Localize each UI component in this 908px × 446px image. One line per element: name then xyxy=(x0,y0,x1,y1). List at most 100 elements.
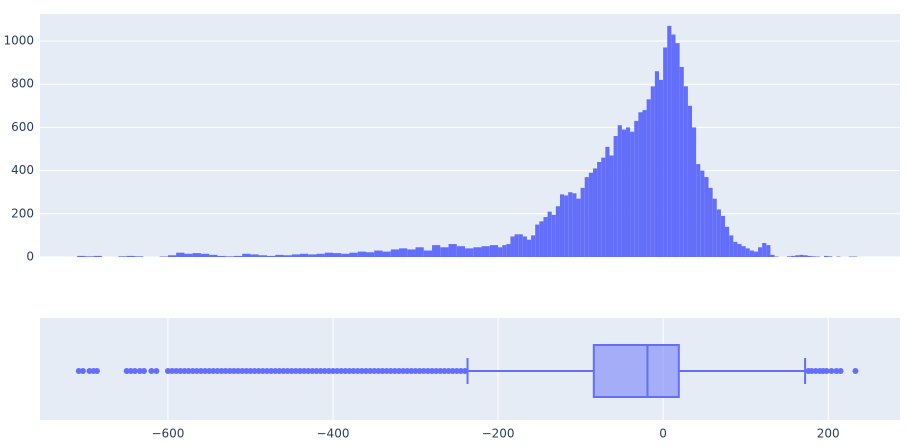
histogram-bar xyxy=(551,214,556,257)
outlier xyxy=(313,368,320,374)
histogram-bar xyxy=(824,255,829,257)
outlier xyxy=(164,368,171,374)
histogram-bar xyxy=(696,164,701,257)
histogram-bar xyxy=(576,198,581,257)
histogram-bar xyxy=(473,247,482,257)
histogram-bar xyxy=(795,255,800,257)
histogram-bar xyxy=(741,246,746,257)
histogram-bar xyxy=(613,136,618,257)
outlier xyxy=(140,368,147,374)
histogram-bar xyxy=(700,170,705,257)
histogram-bar xyxy=(522,236,527,257)
histogram-bar xyxy=(758,247,763,257)
outlier xyxy=(173,368,180,374)
outlier xyxy=(189,368,196,374)
histogram-bar xyxy=(568,192,573,257)
outlier xyxy=(449,368,456,374)
outlier xyxy=(309,368,316,374)
histogram-bar xyxy=(588,172,593,257)
histogram-bar xyxy=(634,120,639,257)
histogram-bar xyxy=(580,187,585,257)
histogram-bar xyxy=(134,256,144,257)
outlier xyxy=(441,368,448,374)
outlier xyxy=(375,368,382,374)
outlier xyxy=(272,368,279,374)
x-tick-label: −400 xyxy=(317,427,350,441)
outlier xyxy=(828,368,835,374)
y-tick-label: 600 xyxy=(11,120,34,134)
histogram-bar xyxy=(650,86,655,257)
histogram-bar xyxy=(217,255,226,257)
outlier xyxy=(75,368,82,374)
outlier xyxy=(86,368,93,374)
histogram-bar xyxy=(547,211,552,257)
outlier xyxy=(235,368,242,374)
histogram-bar xyxy=(799,254,804,257)
histogram-bar xyxy=(209,254,218,257)
outlier xyxy=(185,368,192,374)
outlier xyxy=(338,368,345,374)
histogram-bar xyxy=(299,253,309,257)
histogram-bar xyxy=(200,253,210,257)
histogram-bar xyxy=(498,247,503,257)
histogram-bar xyxy=(753,251,759,257)
histogram-bar xyxy=(126,255,135,257)
histogram-bar xyxy=(737,244,742,257)
histogram-bar xyxy=(366,252,375,257)
outlier xyxy=(420,368,427,374)
outlier xyxy=(177,368,184,374)
histogram-bar xyxy=(679,66,684,257)
histogram-bar xyxy=(275,254,284,257)
histogram-bar xyxy=(597,161,602,257)
outlier xyxy=(852,368,859,374)
histogram-bar xyxy=(770,254,775,257)
histogram-bar xyxy=(242,253,251,257)
histogram-bar xyxy=(510,236,515,257)
outlier xyxy=(136,368,143,374)
histogram-bar xyxy=(448,244,457,257)
outlier xyxy=(268,368,275,374)
outlier xyxy=(424,368,431,374)
histogram-bar xyxy=(192,253,201,257)
outlier xyxy=(296,368,303,374)
outlier xyxy=(206,368,213,374)
outlier xyxy=(243,368,250,374)
histogram-bar xyxy=(489,245,499,257)
histogram-bar xyxy=(725,226,730,257)
histogram-bar xyxy=(621,129,626,257)
outlier xyxy=(342,368,349,374)
outlier xyxy=(230,368,237,374)
histogram-bar xyxy=(526,239,532,257)
outlier xyxy=(288,368,295,374)
outlier xyxy=(93,368,100,374)
outlier xyxy=(123,368,130,374)
outlier xyxy=(363,368,370,374)
outlier xyxy=(153,368,160,374)
outlier xyxy=(812,368,819,374)
outlier xyxy=(457,368,464,374)
outlier xyxy=(222,368,229,374)
histogram-bar xyxy=(382,251,391,257)
outlier xyxy=(284,368,291,374)
outlier xyxy=(210,368,217,374)
histogram-bar xyxy=(667,25,672,257)
outlier xyxy=(131,368,138,374)
outlier xyxy=(202,368,209,374)
histogram-bar xyxy=(811,256,816,257)
histogram-bar xyxy=(118,256,127,257)
outlier xyxy=(329,368,336,374)
histogram-bar xyxy=(625,127,631,258)
histogram-bar xyxy=(399,248,408,257)
outlier xyxy=(433,368,440,374)
outlier xyxy=(305,368,312,374)
histogram-bar xyxy=(349,252,358,257)
histogram-bar xyxy=(308,254,317,257)
x-tick-label: −200 xyxy=(482,427,515,441)
histogram-bar xyxy=(85,256,94,257)
histogram-bar xyxy=(456,246,466,257)
outlier xyxy=(321,368,328,374)
outlier xyxy=(404,368,411,374)
histogram-bar xyxy=(432,245,441,257)
histogram-bar xyxy=(745,248,750,257)
